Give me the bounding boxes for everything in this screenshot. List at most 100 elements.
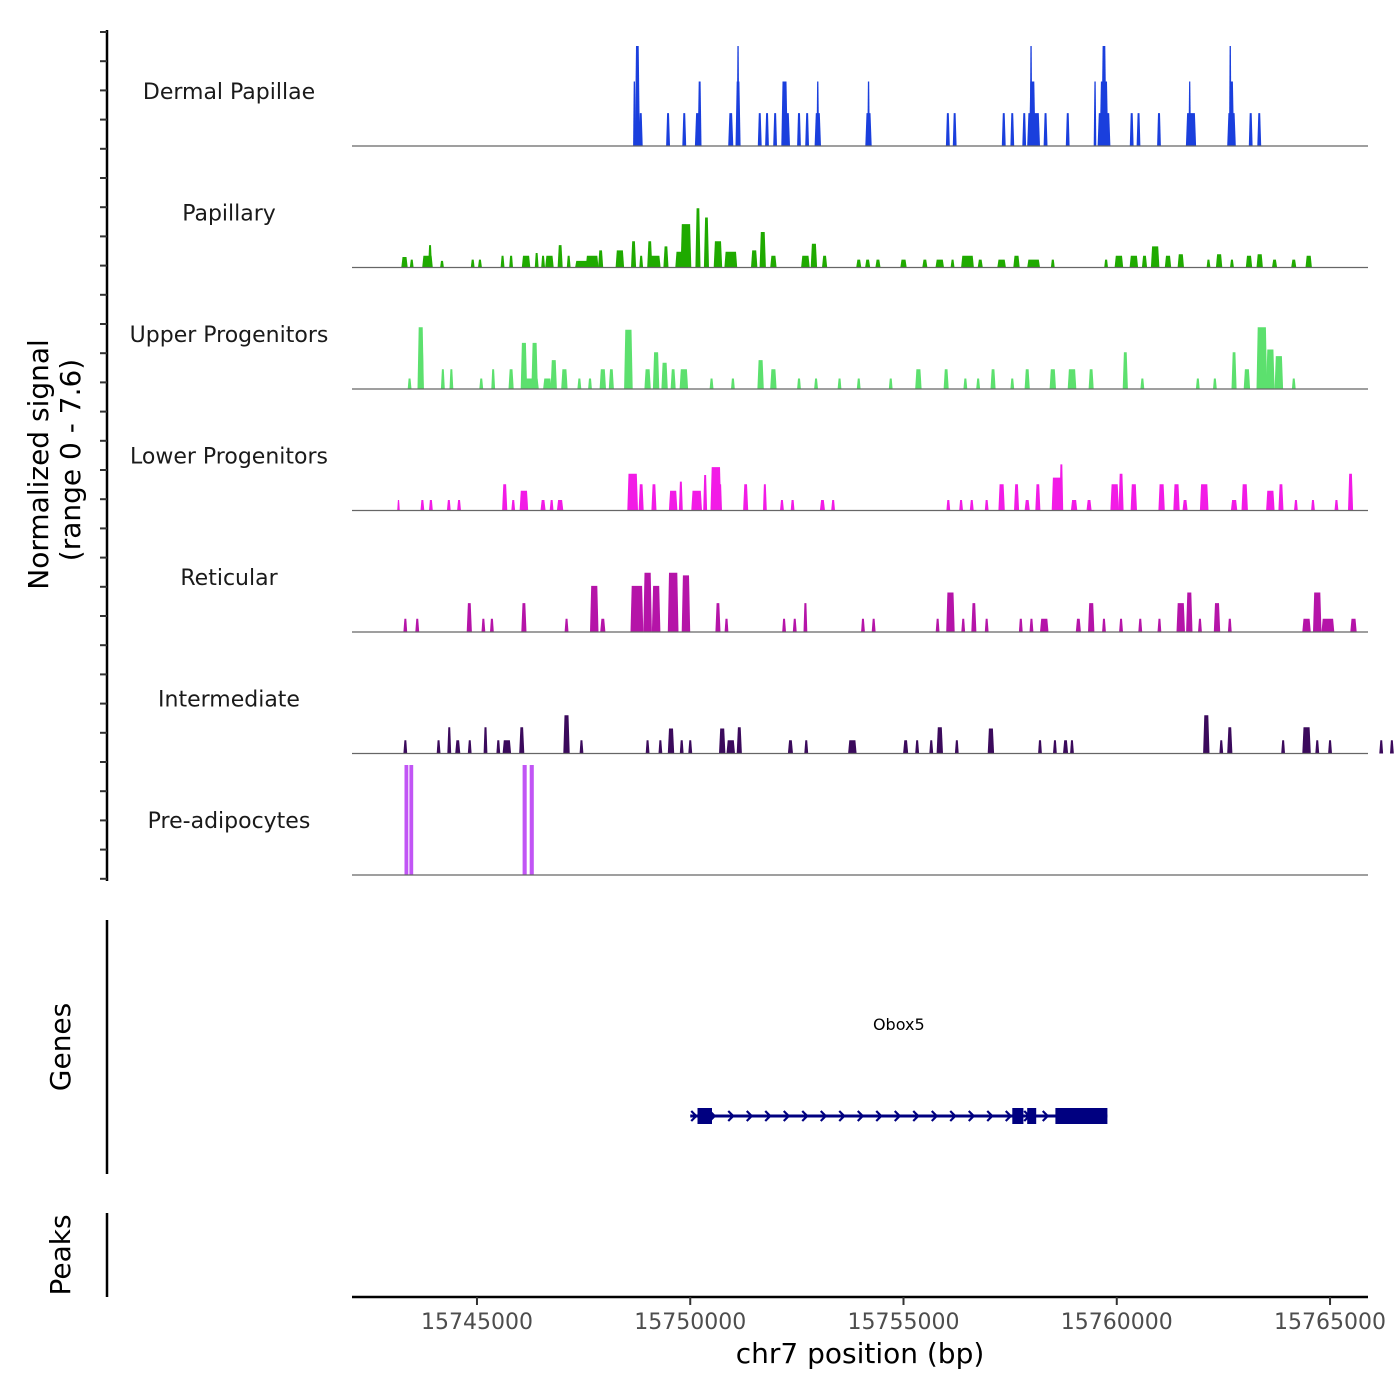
signal-peak: [1241, 484, 1248, 511]
signal-peak: [1035, 484, 1041, 511]
signal-peak: [724, 618, 729, 632]
track-pre-adipocytes: Pre-adipocytes: [148, 765, 1368, 876]
signal-peak: [990, 369, 996, 389]
signal-peak: [500, 255, 505, 268]
signal-peak: [521, 378, 539, 389]
signal-peak: [710, 467, 722, 511]
signal-peak: [803, 603, 808, 632]
signal-peak: [577, 378, 582, 389]
signal-peak: [615, 250, 625, 268]
signal-peak: [731, 378, 735, 389]
track-papillary: Papillary: [182, 202, 1368, 269]
signal-peak: [719, 728, 726, 754]
x-tick-label: 15760000: [1061, 1310, 1173, 1335]
signal-peak: [1040, 618, 1049, 632]
signal-peak: [658, 740, 663, 754]
x-tick-label: 15765000: [1274, 1310, 1386, 1335]
signal-peak: [1138, 618, 1143, 632]
signal-peak: [1311, 500, 1315, 511]
signal-peak: [713, 241, 723, 268]
signal-peak: [682, 113, 687, 146]
signal-peak: [718, 484, 722, 511]
signal-peak: [1022, 113, 1027, 146]
signal-peak: [1013, 255, 1020, 268]
signal-peak: [728, 113, 734, 146]
signal-peak: [502, 740, 512, 754]
strand-arrow: [912, 1110, 920, 1122]
signal-peak: [1256, 327, 1268, 389]
signal-peak: [1257, 113, 1262, 146]
signal-peak: [971, 603, 977, 632]
signal-peak: [1186, 592, 1193, 632]
signal-peak: [1185, 113, 1197, 146]
signal-peak: [724, 251, 738, 268]
signal-peak: [935, 259, 944, 268]
signal-peak: [875, 259, 881, 268]
x-axis-title: chr7 position (bp): [736, 1337, 985, 1370]
signal-peak: [1305, 255, 1312, 268]
signal-peak: [1119, 618, 1123, 632]
signal-peak: [588, 378, 592, 389]
signal-peak: [678, 481, 683, 511]
signal-peak: [563, 715, 570, 754]
strand-arrow: [930, 1110, 939, 1122]
signal-peak: [888, 378, 893, 389]
signal-peak: [1024, 500, 1030, 511]
signal-peak: [765, 113, 769, 146]
signal-bar: [404, 765, 409, 875]
signal-peak: [1104, 259, 1108, 268]
signal-peak: [631, 241, 637, 268]
signal-peak: [651, 484, 657, 511]
signal-peak: [478, 259, 482, 268]
gene-exon: [1055, 1108, 1108, 1124]
signal-peak: [1321, 618, 1335, 632]
signal-peak: [541, 255, 545, 268]
signal-peak: [420, 500, 425, 511]
signal-peak: [550, 360, 557, 389]
signal-peak: [651, 585, 661, 632]
signal-peak: [540, 500, 546, 511]
signal-peak: [638, 484, 644, 511]
y-axis-title-line2: (range 0 - 7.6): [54, 359, 87, 561]
signal-peak: [1070, 500, 1078, 511]
signal-peak: [848, 740, 857, 754]
signal-peak: [1070, 740, 1074, 754]
coverage-y-ticks: [100, 31, 107, 880]
signal-peak: [470, 259, 475, 268]
signal-peak: [483, 727, 488, 754]
signal-peak: [1075, 618, 1081, 632]
signal-peak: [998, 484, 1005, 511]
signal-peak: [490, 618, 494, 632]
signal-peak: [1274, 356, 1284, 389]
signal-peak: [1158, 484, 1165, 511]
signal-peak: [987, 728, 995, 754]
strand-arrow: [856, 1110, 865, 1122]
signal-peak: [903, 740, 909, 754]
signal-peak: [1136, 113, 1141, 146]
signal-peak: [508, 369, 514, 389]
signal-peak: [1141, 255, 1148, 268]
signal-peak: [531, 342, 538, 389]
signal-peak: [649, 255, 661, 268]
signal-peak: [652, 352, 660, 389]
signal-peak: [1215, 254, 1223, 268]
signal-peak: [590, 585, 599, 632]
signal-peak: [1334, 500, 1339, 511]
signal-peak: [1213, 378, 1217, 389]
strand-arrow: [782, 1110, 791, 1122]
signal-peak: [1014, 484, 1020, 511]
strand-arrow: [875, 1110, 883, 1122]
track-label: Papillary: [182, 202, 276, 227]
signal-peak: [1379, 740, 1384, 754]
y-axis-title: Normalized signal (range 0 - 7.6): [22, 330, 87, 589]
signal-peak: [1093, 81, 1097, 146]
signal-peak: [856, 259, 862, 268]
signal-peak: [782, 618, 786, 632]
signal-peak: [403, 618, 408, 632]
signal-peak: [861, 618, 865, 632]
strand-arrow: [1041, 1110, 1050, 1122]
signal-peak: [1198, 618, 1202, 632]
signal-peak: [865, 259, 871, 268]
signal-peak: [1129, 113, 1134, 146]
signal-peak: [961, 255, 974, 268]
